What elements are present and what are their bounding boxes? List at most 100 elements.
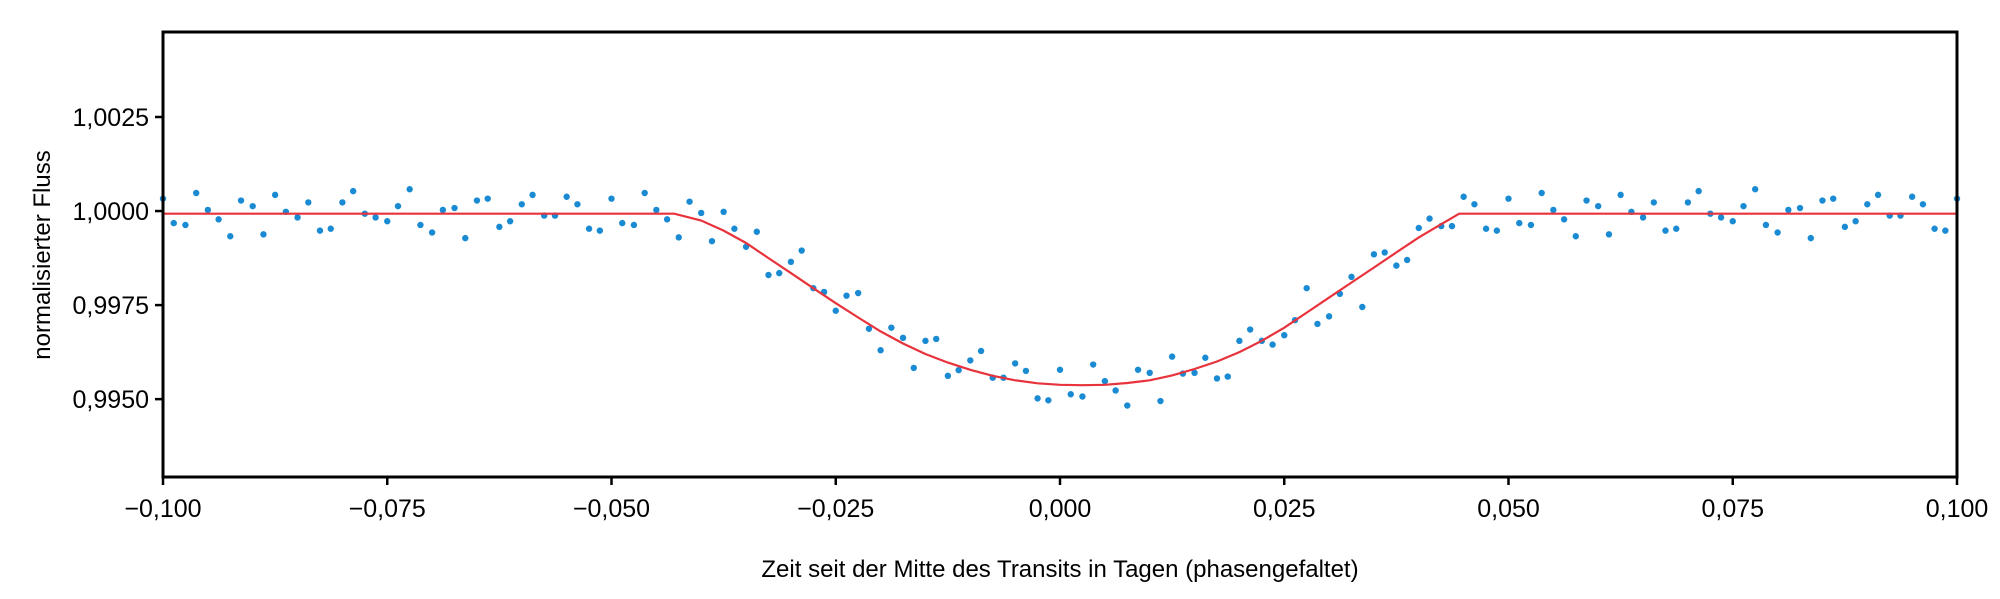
- data-point: [641, 189, 648, 197]
- data-point: [1381, 249, 1388, 256]
- data-point: [1393, 262, 1400, 269]
- data-point: [731, 225, 738, 232]
- data-point: [1067, 391, 1074, 398]
- data-point: [1269, 341, 1276, 348]
- x-tick-label: 0,025: [1253, 495, 1316, 523]
- data-point: [1112, 387, 1119, 394]
- data-point: [439, 206, 447, 214]
- data-point: [843, 292, 850, 299]
- data-point: [1493, 227, 1501, 234]
- data-point: [249, 202, 256, 210]
- data-point: [698, 209, 705, 217]
- data-point: [316, 227, 324, 234]
- data-point: [518, 201, 525, 208]
- data-point: [1695, 187, 1702, 195]
- data-point: [596, 227, 604, 234]
- data-point: [227, 233, 234, 240]
- data-point: [1403, 256, 1411, 264]
- data-point: [1527, 221, 1535, 229]
- data-point: [1224, 373, 1231, 380]
- data-point: [585, 225, 593, 232]
- model-curve: [163, 212, 1957, 387]
- y-tick-label: 0,9975: [73, 292, 149, 320]
- data-point: [753, 228, 761, 235]
- data-point: [192, 189, 200, 197]
- data-point: [1751, 186, 1759, 193]
- data-point: [1448, 222, 1456, 230]
- data-point: [271, 191, 279, 199]
- data-point: [933, 335, 940, 343]
- data-point: [1684, 199, 1692, 206]
- data-point: [451, 204, 458, 212]
- data-point: [1673, 225, 1680, 232]
- plot-frame: [161, 30, 1959, 479]
- data-point: [496, 223, 503, 231]
- data-point: [1146, 369, 1153, 377]
- data-point: [608, 195, 615, 202]
- data-point: [955, 366, 962, 374]
- data-point: [1662, 227, 1669, 234]
- data-point: [1617, 191, 1624, 199]
- data-point: [1819, 197, 1826, 204]
- data-point: [1022, 367, 1030, 375]
- data-point: [1202, 354, 1209, 361]
- data-point: [1314, 320, 1321, 328]
- data-point: [462, 234, 469, 242]
- data-point: [1415, 224, 1423, 232]
- data-point: [967, 357, 974, 364]
- data-point: [1303, 284, 1310, 292]
- data-point: [1079, 393, 1086, 400]
- data-point: [798, 247, 805, 254]
- x-tick-label: −0,025: [797, 495, 874, 523]
- data-point: [1325, 313, 1333, 320]
- data-point: [1650, 199, 1658, 206]
- data-point: [1348, 273, 1355, 281]
- data-point: [765, 271, 772, 279]
- data-point: [1595, 202, 1602, 210]
- data-point: [1101, 377, 1109, 385]
- y-axis-label: normalisierter Fluss: [29, 150, 56, 359]
- data-point: [327, 225, 334, 232]
- data-point: [1605, 231, 1613, 238]
- x-tick-label: −0,100: [124, 495, 201, 523]
- data-point: [686, 198, 693, 205]
- data-point: [1830, 195, 1837, 202]
- data-point: [1762, 221, 1770, 229]
- data-point: [1908, 193, 1916, 200]
- data-point: [776, 269, 783, 277]
- data-point: [1134, 366, 1142, 373]
- data-point: [215, 216, 222, 223]
- data-point: [944, 372, 952, 380]
- data-point: [1931, 225, 1938, 232]
- data-point: [653, 206, 660, 214]
- data-point: [574, 201, 581, 208]
- data-point: [529, 191, 536, 199]
- data-point: [339, 199, 346, 206]
- data-point: [428, 229, 436, 236]
- data-point: [1482, 225, 1490, 232]
- data-points: [159, 186, 1961, 409]
- data-point: [182, 221, 189, 229]
- data-point: [1796, 204, 1804, 212]
- y-axis-ticks: 0,9950 0,9975 1,0000 1,0025: [73, 104, 163, 414]
- data-point: [1538, 189, 1545, 197]
- y-tick-label: 1,0000: [73, 198, 149, 226]
- data-point: [170, 219, 177, 227]
- data-point: [294, 214, 301, 221]
- data-point: [1034, 395, 1041, 402]
- data-point: [1426, 215, 1433, 222]
- data-point: [1740, 202, 1747, 210]
- data-point: [1639, 214, 1647, 221]
- data-point: [854, 289, 862, 297]
- data-point: [1213, 375, 1221, 382]
- data-point: [832, 307, 839, 314]
- data-point: [619, 219, 626, 227]
- data-point: [922, 337, 929, 345]
- data-point: [506, 218, 514, 225]
- data-point: [1236, 337, 1243, 345]
- data-point: [720, 208, 727, 216]
- data-point: [1370, 251, 1378, 258]
- data-point: [708, 237, 716, 245]
- y-tick-label: 1,0025: [73, 104, 149, 132]
